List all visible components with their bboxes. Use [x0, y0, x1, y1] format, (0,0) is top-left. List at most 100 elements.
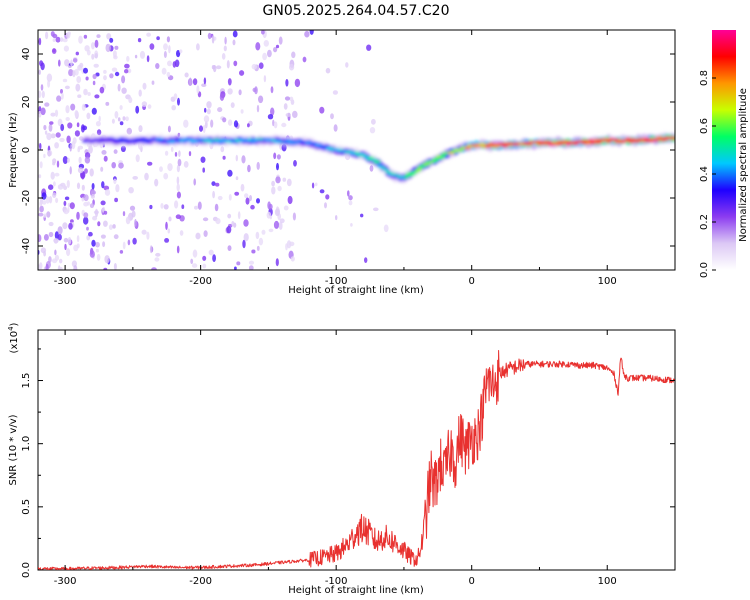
noise-speck — [221, 53, 226, 60]
noise-speck — [95, 248, 99, 253]
noise-speck — [211, 181, 216, 187]
noise-speck — [276, 162, 279, 171]
noise-speck — [43, 213, 47, 218]
snr-y-multiplier: (x104) — [7, 322, 20, 353]
y-tick-label: 0.5 — [21, 499, 32, 515]
noise-speck — [40, 107, 46, 116]
noise-speck — [94, 94, 100, 99]
noise-speck — [222, 117, 227, 123]
noise-speck — [168, 216, 172, 222]
noise-speck — [203, 230, 208, 238]
noise-speck — [249, 195, 252, 202]
noise-speck — [304, 30, 310, 38]
noise-speck — [220, 146, 225, 153]
noise-speck — [176, 50, 181, 58]
noise-speck — [54, 109, 59, 118]
noise-speck — [278, 221, 283, 230]
noise-speck — [74, 68, 79, 76]
noise-speck — [138, 125, 143, 133]
noise-speck — [164, 150, 169, 156]
noise-speck — [70, 59, 73, 67]
noise-speck — [224, 36, 227, 45]
noise-speck — [204, 120, 208, 129]
noise-speck — [217, 195, 223, 201]
noise-speck — [256, 245, 260, 251]
x-tick-label: 100 — [598, 576, 617, 587]
noise-speck — [276, 154, 281, 160]
noise-speck — [62, 78, 68, 83]
colorbar-tick-label: 0.6 — [699, 118, 710, 134]
noise-speck — [96, 34, 101, 38]
y-tick-label: 20 — [21, 96, 32, 109]
noise-speck — [117, 83, 121, 92]
noise-speck — [271, 180, 275, 187]
snr-panel: -300 -200 -100 0 100 0.0 0.5 1.0 1.5 Height of … — [7, 322, 676, 596]
noise-speck — [141, 101, 148, 107]
noise-speck — [192, 249, 198, 258]
noise-speck — [332, 90, 338, 95]
noise-speck — [52, 38, 56, 42]
noise-speck — [89, 168, 94, 177]
noise-speck — [38, 37, 42, 46]
x-tick-label: 0 — [469, 276, 475, 287]
noise-speck — [96, 253, 101, 261]
noise-speck — [82, 125, 88, 131]
noise-speck — [56, 95, 62, 102]
noise-speck — [43, 124, 47, 131]
noise-speck — [54, 172, 60, 177]
noise-speck — [227, 245, 232, 252]
noise-speck — [151, 80, 155, 85]
noise-speck — [44, 130, 48, 135]
noise-speck — [46, 211, 51, 218]
noise-speck — [45, 31, 49, 40]
noise-speck — [203, 115, 210, 123]
noise-speck — [50, 133, 56, 139]
colorbar-tick-label: 0.2 — [699, 214, 710, 230]
noise-speck — [348, 195, 353, 201]
noise-speck — [333, 124, 338, 132]
noise-speck — [211, 35, 215, 44]
noise-speck — [38, 106, 42, 112]
noise-speck — [139, 50, 146, 59]
noise-speck — [115, 184, 120, 193]
noise-speck — [62, 156, 68, 164]
noise-speck — [55, 36, 61, 43]
noise-speck — [369, 127, 376, 134]
noise-speck — [285, 112, 291, 117]
noise-speck — [168, 45, 171, 54]
noise-speck — [188, 151, 192, 157]
noise-speck — [239, 70, 245, 76]
noise-speck — [227, 78, 232, 86]
noise-speck — [163, 204, 169, 210]
noise-speck — [83, 201, 89, 207]
noise-speck — [142, 82, 147, 90]
noise-speck — [134, 219, 137, 227]
snr-x-ticks: -300 -200 -100 0 100 — [54, 330, 676, 587]
noise-speck — [284, 96, 291, 101]
noise-speck — [285, 79, 289, 87]
noise-speck — [100, 166, 104, 172]
noise-speck — [100, 200, 106, 206]
noise-speck — [179, 230, 184, 236]
spectrogram-x-ticks: -300 -200 -100 0 100 — [54, 30, 676, 287]
noise-speck — [68, 222, 73, 230]
noise-speck — [233, 60, 238, 67]
noise-speck — [126, 55, 130, 62]
noise-speck — [202, 263, 207, 269]
ridge-blob — [353, 151, 360, 155]
noise-speck — [282, 177, 287, 182]
noise-speck — [347, 190, 350, 197]
noise-speck — [74, 110, 79, 118]
ridge-blob — [383, 169, 390, 172]
noise-speck — [274, 208, 280, 217]
spectrogram-ridge — [82, 132, 675, 184]
noise-speck — [215, 218, 221, 225]
ridge-blob — [589, 141, 597, 145]
noise-speck — [38, 212, 44, 217]
noise-speck — [176, 245, 180, 254]
noise-speck — [46, 73, 53, 82]
ridge-blob — [371, 158, 378, 161]
colorbar-tick-label: 0.4 — [699, 166, 710, 182]
noise-speck — [65, 117, 70, 121]
